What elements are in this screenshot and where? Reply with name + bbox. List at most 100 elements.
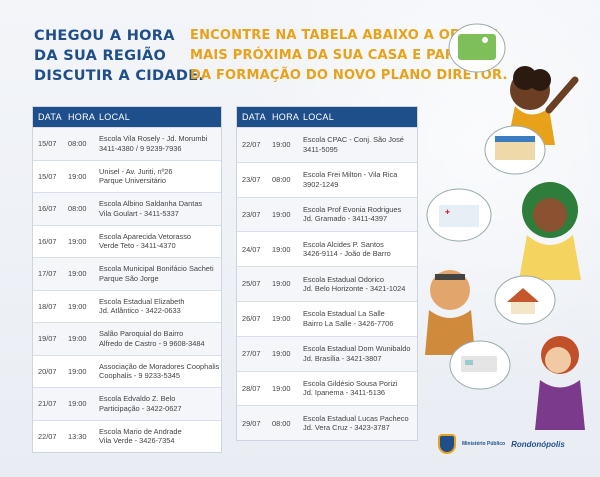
person-man-icon — [425, 270, 475, 355]
cell-local-line: Parque Universitário — [99, 176, 166, 186]
coat-of-arms-icon — [438, 434, 456, 454]
table-row: 26/07 19:00 Escola Estadual La Salle Bairro… — [237, 300, 417, 336]
cell-local-line: Escola Estadual Elizabeth — [99, 296, 185, 306]
subheadline-line-1: ENCONTRE NA TABELA ABAIXO A OFICINA — [190, 28, 501, 43]
cell-local-line: 3411-5095 — [303, 144, 338, 154]
cell-date: 22/07 — [242, 140, 261, 150]
table-body: 15/07 08:00 Escola Vila Rosely - Jd. Morum… — [33, 127, 221, 452]
cell-hour: 08:00 — [68, 204, 87, 213]
headline-line-1: CHEGOU A HORA — [34, 28, 175, 44]
cell-local-line: Escola Estadual La Salle — [303, 309, 385, 319]
ministerio-publico-logo: Ministério Público — [462, 441, 506, 447]
cell-local-line: Vila Goulart - 3411-5337 — [99, 208, 179, 218]
cell-local-line: Vila Verde - 3426-7354 — [99, 436, 175, 446]
table-row: 29/07 08:00 Escola Estadual Lucas Pacheco J… — [237, 405, 417, 441]
cell-local: Escola Estadual Dom Wunibaldo Jd. Brasíli… — [303, 344, 417, 363]
cell-hour: 19:00 — [272, 244, 291, 254]
illustration-people-speech-bubbles: ✚ — [425, 23, 585, 430]
cell-local-line: Jd. Vera Cruz - 3423-3787 — [303, 423, 390, 433]
table-row: 20/07 19:00 Associação de Moradores Coopha… — [33, 354, 223, 388]
table-row: 23/07 19:00 Escola Prof Evonia Rodrigues Jd… — [237, 196, 417, 232]
cell-date: 28/07 — [242, 383, 261, 393]
cell-local-line: Coophalis - 9 9233-5345 — [99, 371, 180, 381]
cell-local-line: Escola Aparecida Vetorasso — [99, 231, 192, 241]
cell-hour: 19:00 — [272, 209, 291, 219]
cell-local: Escola Estadual Lucas Pacheco Jd. Vera Cr… — [303, 414, 417, 433]
person-boy-icon — [507, 66, 579, 145]
cell-local: Escola Frei Milton - Vila Rica 3902-1249 — [303, 170, 417, 189]
table-row: 25/07 19:00 Escola Estadual Odorico Jd. Bel… — [237, 266, 417, 301]
cell-local-line: Escola Edvaldo Z. Belo — [99, 394, 176, 404]
cell-hour: 19:00 — [68, 334, 87, 343]
cell-local-line: Verde Teto - 3411-4370 — [99, 241, 176, 251]
table-header: DATA HORA LOCAL — [33, 107, 221, 127]
cell-local-line: Parque São Jorge — [99, 273, 159, 283]
cell-date: 27/07 — [242, 348, 261, 358]
cell-local-line: Escola Prof Evonia Rodrigues — [303, 204, 402, 214]
speech-bubble-bus — [449, 340, 511, 390]
cell-local-line: Escola CPAC - Conj. São José — [303, 135, 404, 145]
table-header: DATA HORA LOCAL — [237, 107, 417, 127]
cell-local: Escola Gildésio Sousa Porizi Jd. Ipanema … — [303, 379, 417, 398]
cell-local-line: Escola Gildésio Sousa Porizi — [303, 378, 398, 388]
cell-hour: 19:00 — [68, 269, 87, 278]
cell-hour: 19:00 — [272, 279, 291, 289]
table-row: 21/07 19:00 Escola Edvaldo Z. Belo Particip… — [33, 387, 221, 420]
cell-hour: 19:00 — [68, 171, 87, 181]
cell-hour: 19:00 — [272, 314, 291, 324]
table-row: 15/07 08:00 Escola Vila Rosely - Jd. Morum… — [33, 127, 221, 160]
cell-local-line: Associação de Moradores Coophalis — [99, 361, 220, 371]
cell-hour: 19:00 — [68, 236, 87, 246]
cell-local-line: Escola Frei Milton - Vila Rica — [303, 170, 398, 180]
cell-local-line: Jd. Brasília - 3421-3807 — [303, 353, 382, 363]
table-row: 16/07 19:00 Escola Aparecida Vetorasso Verd… — [33, 224, 221, 258]
cell-local-line: Escola Estadual Odorico — [303, 274, 384, 284]
cell-local-line: 3426-9114 - João de Barro — [303, 249, 391, 259]
table-row: 23/07 08:00 Escola Frei Milton - Vila Rica… — [237, 161, 417, 197]
cell-local: Escola Vila Rosely - Jd. Morumbi 3411-438… — [99, 134, 221, 153]
cell-local: Escola Edvaldo Z. Belo Participação - 342… — [99, 394, 221, 413]
cell-local-line: Escola Vila Rosely - Jd. Morumbi — [99, 134, 208, 144]
cell-hour: 19:00 — [272, 140, 291, 150]
headline-line-2: DA SUA REGIÃO — [34, 48, 167, 64]
cell-hour: 19:00 — [68, 366, 87, 376]
cell-local: Associação de Moradores Coophalis Coophal… — [99, 362, 223, 381]
cell-date: 20/07 — [38, 366, 57, 376]
cell-date: 23/07 — [242, 174, 261, 184]
col-date-header: DATA — [38, 112, 62, 122]
cell-hour: 19:00 — [272, 348, 291, 358]
cell-hour: 08:00 — [272, 174, 291, 184]
speech-bubble-hospital: ✚ — [426, 188, 492, 242]
person-redhead-icon — [535, 336, 585, 430]
cell-local: Escola Prof Evonia Rodrigues Jd. Gramado … — [303, 205, 417, 224]
speech-bubble-shop — [484, 125, 546, 175]
cell-local: Escola Aparecida Vetorasso Verde Teto - 3… — [99, 232, 221, 251]
cell-local-line: Salão Paroquial do Bairro — [99, 329, 184, 339]
cell-hour: 08:00 — [68, 139, 87, 148]
schedule-table-left: DATA HORA LOCAL 15/07 08:00 Escola Vila Ro… — [32, 106, 222, 453]
table-body: 22/07 19:00 Escola CPAC - Conj. São José 34… — [237, 127, 417, 441]
table-row: 15/07 19:00 Unisel - Av. Juriti, nº26 Parqu… — [33, 159, 221, 193]
cell-date: 29/07 — [242, 418, 261, 428]
cell-local-line: Escola Mario de Andrade — [99, 426, 182, 436]
col-hour-header: HORA — [272, 112, 300, 122]
cell-date: 18/07 — [38, 301, 57, 311]
cell-local: Unisel - Av. Juriti, nº26 Parque Universi… — [99, 167, 221, 186]
cell-date: 21/07 — [38, 399, 57, 408]
subheadline-line-2: MAIS PRÓXIMA DA SUA CASA E PARTICIPE — [190, 48, 503, 63]
table-row: 28/07 19:00 Escola Gildésio Sousa Porizi Jd… — [237, 370, 417, 406]
person-woman-icon — [519, 182, 581, 280]
table-row: 27/07 19:00 Escola Estadual Dom Wunibaldo J… — [237, 335, 417, 371]
cell-local: Escola Alcides P. Santos 3426-9114 - João… — [303, 240, 417, 259]
cell-local-line: Jd. Belo Horizonte - 3421-1024 — [303, 284, 406, 294]
headline-line-3: DISCUTIR A CIDADE. — [34, 68, 205, 84]
cell-local-line: Escola Albino Saldanha Dantas — [99, 199, 203, 209]
table-row: 16/07 08:00 Escola Albino Saldanha Dantas V… — [33, 192, 221, 225]
cell-hour: 08:00 — [272, 418, 291, 428]
cell-local-line: Escola Estadual Lucas Pacheco — [303, 413, 409, 423]
cell-local: Escola Municipal Bonifácio Sacheti Parque… — [99, 264, 221, 283]
cell-date: 17/07 — [38, 269, 57, 278]
cell-date: 15/07 — [38, 139, 57, 148]
cell-local: Escola Albino Saldanha Dantas Vila Goular… — [99, 199, 221, 218]
footer-logos: Ministério Público Rondonópolis — [438, 434, 565, 454]
